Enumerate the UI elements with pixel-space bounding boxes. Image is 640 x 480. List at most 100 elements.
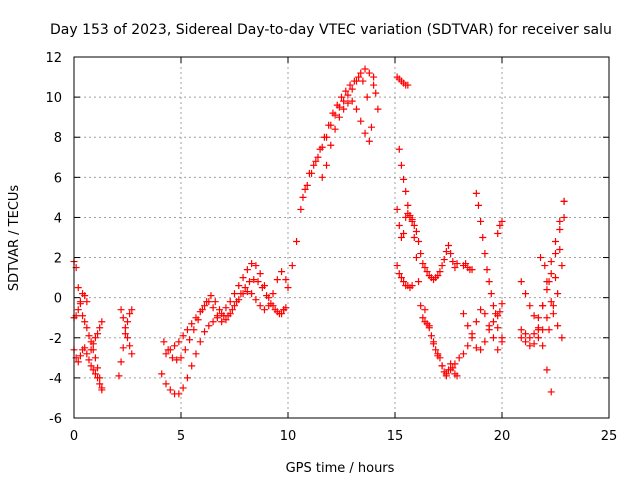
data-point <box>209 318 217 326</box>
data-point <box>335 113 343 121</box>
data-point <box>181 346 189 354</box>
series-track-p <box>393 205 461 380</box>
data-point <box>248 260 256 268</box>
data-point <box>447 366 455 374</box>
series-track-v <box>472 189 506 320</box>
series-track-y <box>517 197 568 342</box>
data-point <box>481 338 489 346</box>
data-point <box>374 105 382 113</box>
data-point <box>188 362 196 370</box>
data-point <box>340 105 348 113</box>
data-point <box>348 97 356 105</box>
data-point <box>412 254 420 262</box>
data-point <box>423 268 431 276</box>
data-point <box>494 324 502 332</box>
data-point <box>560 197 568 205</box>
data-point <box>558 262 566 270</box>
data-point <box>87 362 95 370</box>
y-tick-label: 4 <box>54 211 62 226</box>
data-point <box>472 318 480 326</box>
data-point <box>115 372 123 380</box>
data-point <box>468 330 476 338</box>
data-point <box>252 262 260 270</box>
data-point <box>320 133 328 141</box>
data-point <box>196 338 204 346</box>
data-point <box>400 175 408 183</box>
data-point <box>85 356 93 364</box>
data-point <box>117 306 125 314</box>
data-point <box>94 374 102 382</box>
data-point <box>183 374 191 382</box>
data-point <box>79 312 87 320</box>
data-point <box>278 268 286 276</box>
data-point <box>543 314 551 322</box>
data-point <box>395 221 403 229</box>
data-point <box>231 302 238 310</box>
data-point <box>243 266 251 274</box>
data-point <box>168 354 176 362</box>
data-point <box>312 157 320 165</box>
data-point <box>393 262 401 270</box>
data-point <box>96 324 104 332</box>
data-point <box>83 350 91 358</box>
data-point <box>288 262 296 270</box>
data-point <box>402 187 410 195</box>
data-point <box>438 362 446 370</box>
data-point <box>226 298 234 306</box>
data-point <box>552 274 559 282</box>
data-point <box>494 312 502 320</box>
data-point <box>474 201 482 209</box>
data-point <box>121 324 129 332</box>
data-point <box>350 77 358 85</box>
data-point <box>430 338 438 346</box>
data-point <box>485 278 493 286</box>
data-point <box>346 81 354 89</box>
data-point <box>89 366 97 374</box>
series-track-f <box>117 306 136 358</box>
data-point <box>397 274 405 282</box>
data-point <box>543 366 551 374</box>
series-track-u <box>459 306 506 358</box>
data-point <box>417 250 425 258</box>
data-point <box>205 322 213 330</box>
x-tick-label: 25 <box>601 429 618 444</box>
data-point <box>83 298 91 306</box>
data-point <box>468 266 476 274</box>
data-point <box>81 318 89 326</box>
data-point <box>239 274 247 282</box>
data-point <box>175 390 183 398</box>
data-point <box>213 312 221 320</box>
data-point <box>201 328 209 336</box>
data-point <box>333 101 341 109</box>
data-point <box>361 65 369 73</box>
data-point <box>434 272 442 280</box>
series-track-e <box>115 306 136 380</box>
series-track-g <box>158 260 290 398</box>
data-point <box>534 314 542 322</box>
y-tick-label: 2 <box>54 252 62 267</box>
y-tick-label: 12 <box>45 51 62 66</box>
data-point <box>327 141 335 149</box>
series-track-t <box>459 310 506 354</box>
data-point <box>547 258 555 266</box>
data-point <box>284 284 292 292</box>
data-point <box>160 338 168 346</box>
data-point <box>310 161 318 169</box>
data-point <box>91 334 99 342</box>
data-point <box>211 298 219 306</box>
data-point <box>301 185 309 193</box>
data-point <box>340 97 348 105</box>
y-tick-label: -4 <box>49 372 62 387</box>
data-point <box>494 229 502 237</box>
data-point <box>173 356 181 364</box>
data-point <box>404 201 412 209</box>
data-point <box>421 306 429 314</box>
data-point <box>438 262 446 270</box>
data-point <box>541 262 549 270</box>
data-point <box>188 320 196 328</box>
data-point <box>477 306 485 314</box>
series-track-i <box>162 268 290 358</box>
series-track-z <box>517 213 568 350</box>
data-point <box>556 217 564 225</box>
